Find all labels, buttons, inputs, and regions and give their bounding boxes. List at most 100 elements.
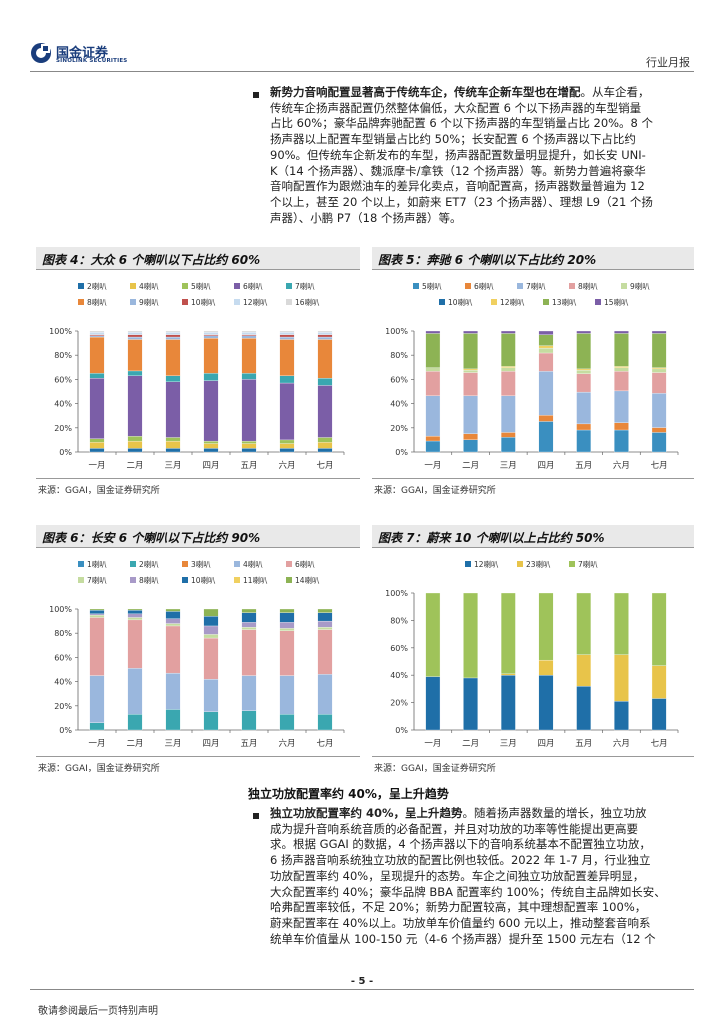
bar-segment [576, 391, 592, 425]
legend-label: 6喇叭 [243, 281, 263, 291]
paragraph-line: 新势力音响配置显著高于传统车企，传统车企新车型也在增配。从车企看， [270, 85, 688, 101]
bar-segment [538, 421, 554, 453]
bar-segment [651, 333, 667, 368]
paragraph-text: 求。根据 GGAI 的数据，4 个扬声器以下的音响系统基本不配置独立功放， [270, 837, 651, 852]
legend-label: 11喇叭 [243, 575, 268, 585]
legend-label: 1喇叭 [87, 559, 107, 569]
paragraph-text: 功放配置率约 40%，呈现提升的态势。车企之间独立功放配置差异明显， [270, 868, 645, 883]
bar-segment [127, 619, 143, 669]
bar-segment [165, 339, 181, 376]
legend-label: 10喇叭 [191, 297, 216, 307]
paragraph-text: 蔚来配置率在 40%以上。功放单车价值量约 600 元以上，推动整套音响系 [270, 915, 651, 930]
footer-divider [30, 989, 694, 990]
legend-label: 4喇叭 [139, 281, 159, 291]
bar-segment [89, 332, 105, 335]
legend-item: 7喇叭 [78, 575, 107, 585]
figure-title: 图表 4：大众 6 个喇叭以下占比约 60% [36, 247, 360, 269]
bar-segment [614, 592, 629, 655]
bar-segment [127, 336, 143, 340]
bar-segment [500, 673, 516, 676]
legend-swatch [130, 577, 136, 583]
figure-frame [36, 547, 360, 757]
bar-segment [165, 336, 181, 340]
legend-label: 6喇叭 [474, 281, 494, 291]
bar-segment [127, 330, 143, 333]
bar-segment [651, 427, 667, 433]
bar-segment [241, 710, 257, 731]
bar-segment [165, 625, 181, 674]
bar-segment [500, 366, 516, 368]
bar-segment [203, 330, 219, 333]
company-logo: 国金证券 SINOLINK SECURITIES [30, 42, 130, 68]
x-tick-label: 七月 [316, 739, 333, 749]
bar-segment [241, 443, 257, 449]
bar-segment [279, 382, 295, 441]
bar-segment [576, 423, 592, 431]
paragraph-text: 成为提升音响系统音质的必备配置，并且对功放的功率等性能提出更高要 [270, 821, 638, 836]
bar-segment [127, 370, 143, 376]
bar-segment [500, 367, 516, 372]
legend-label: 7喇叭 [87, 575, 107, 585]
y-tick-label: 80% [390, 616, 408, 625]
bar-segment [500, 432, 516, 438]
bar-segment [651, 592, 667, 666]
bar-segment [500, 592, 516, 674]
y-tick-label: 0% [59, 726, 72, 735]
bullet-icon [253, 92, 259, 98]
bar-segment [203, 334, 219, 336]
legend-item: 10喇叭 [182, 297, 216, 307]
bar-segment [165, 709, 181, 731]
legend-item: 23喇叭 [517, 559, 551, 569]
bar-segment [279, 612, 295, 623]
page-header: 国金证券 SINOLINK SECURITIES 行业月报 [0, 0, 724, 80]
bar-segment [127, 436, 143, 442]
figure-source: 来源：GGAI，国金证券研究所 [38, 486, 160, 496]
y-tick-label: 100% [385, 589, 408, 598]
bar-segment [317, 332, 333, 335]
legend-label: 4喇叭 [243, 559, 263, 569]
bar-segment [279, 330, 295, 333]
bar-segment [89, 330, 105, 333]
paragraph-lead: 新势力音响配置显著高于传统车企，传统车企新车型也在增配 [270, 85, 581, 99]
x-tick-label: 一月 [88, 739, 105, 749]
stacked-bar-chart: 12喇叭 23喇叭 7喇叭 0% 20% 40% 60% 80% 100% 一月 二月 三月 四月 五月 六… [385, 559, 679, 749]
x-tick-label: 二月 [126, 461, 143, 471]
bar-segment [317, 437, 333, 443]
paragraph-text: 个以上，甚至 20 个以上，如蔚来 ET7（23 个扬声器）、理想 L9（21 … [270, 194, 653, 209]
bar-segment [241, 373, 257, 380]
figure-frame [372, 547, 694, 757]
bar-segment [127, 332, 143, 335]
paragraph-line: 占比 60%；豪华品牌奔驰配置 6 个以下扬声器的车型销量占比 20%。8 个 [270, 116, 688, 132]
bar-segment [279, 622, 295, 629]
bar-segment [203, 335, 219, 339]
x-tick-label: 三月 [500, 461, 517, 471]
paragraph-line: 扬声器以上配置车型销量占比约 50%；长安配置 6 个扬声器以下占比约 [270, 132, 688, 148]
bar-segment [425, 435, 441, 442]
legend-label: 8喇叭 [87, 297, 107, 307]
bar-segment [317, 330, 333, 333]
legend-swatch [182, 299, 188, 305]
bar-segment [538, 347, 554, 354]
bar-segment [203, 338, 219, 374]
bar-segment [241, 622, 257, 628]
bar-segment [89, 448, 105, 453]
legend-label: 5喇叭 [191, 281, 211, 291]
y-tick-label: 80% [390, 351, 408, 360]
bar-segment [165, 448, 181, 453]
x-tick-label: 四月 [202, 461, 219, 471]
y-tick-label: 40% [390, 400, 408, 409]
y-tick-label: 20% [54, 424, 72, 433]
bar-segment [89, 675, 105, 723]
paragraph-lead: 独立功放配置率约 40%，呈上升趋势 [270, 806, 463, 820]
bar-segment [279, 628, 295, 631]
paragraph-line: 功放配置率约 40%，呈现提升的态势。车企之间独立功放配置差异明显， [270, 869, 688, 885]
bar-segment [576, 333, 592, 370]
paragraph-text: K（14 个扬声器）、魏派摩卡/拿铁（12 个扬声器）等。新势力普遍将豪华 [270, 163, 646, 178]
legend-swatch [182, 283, 188, 289]
legend-label: 15喇叭 [604, 297, 629, 307]
legend-label: 3喇叭 [191, 559, 211, 569]
bar-segment [127, 375, 143, 437]
legend-swatch [78, 561, 84, 567]
x-tick-label: 六月 [278, 738, 295, 749]
bar-segment [241, 332, 257, 335]
